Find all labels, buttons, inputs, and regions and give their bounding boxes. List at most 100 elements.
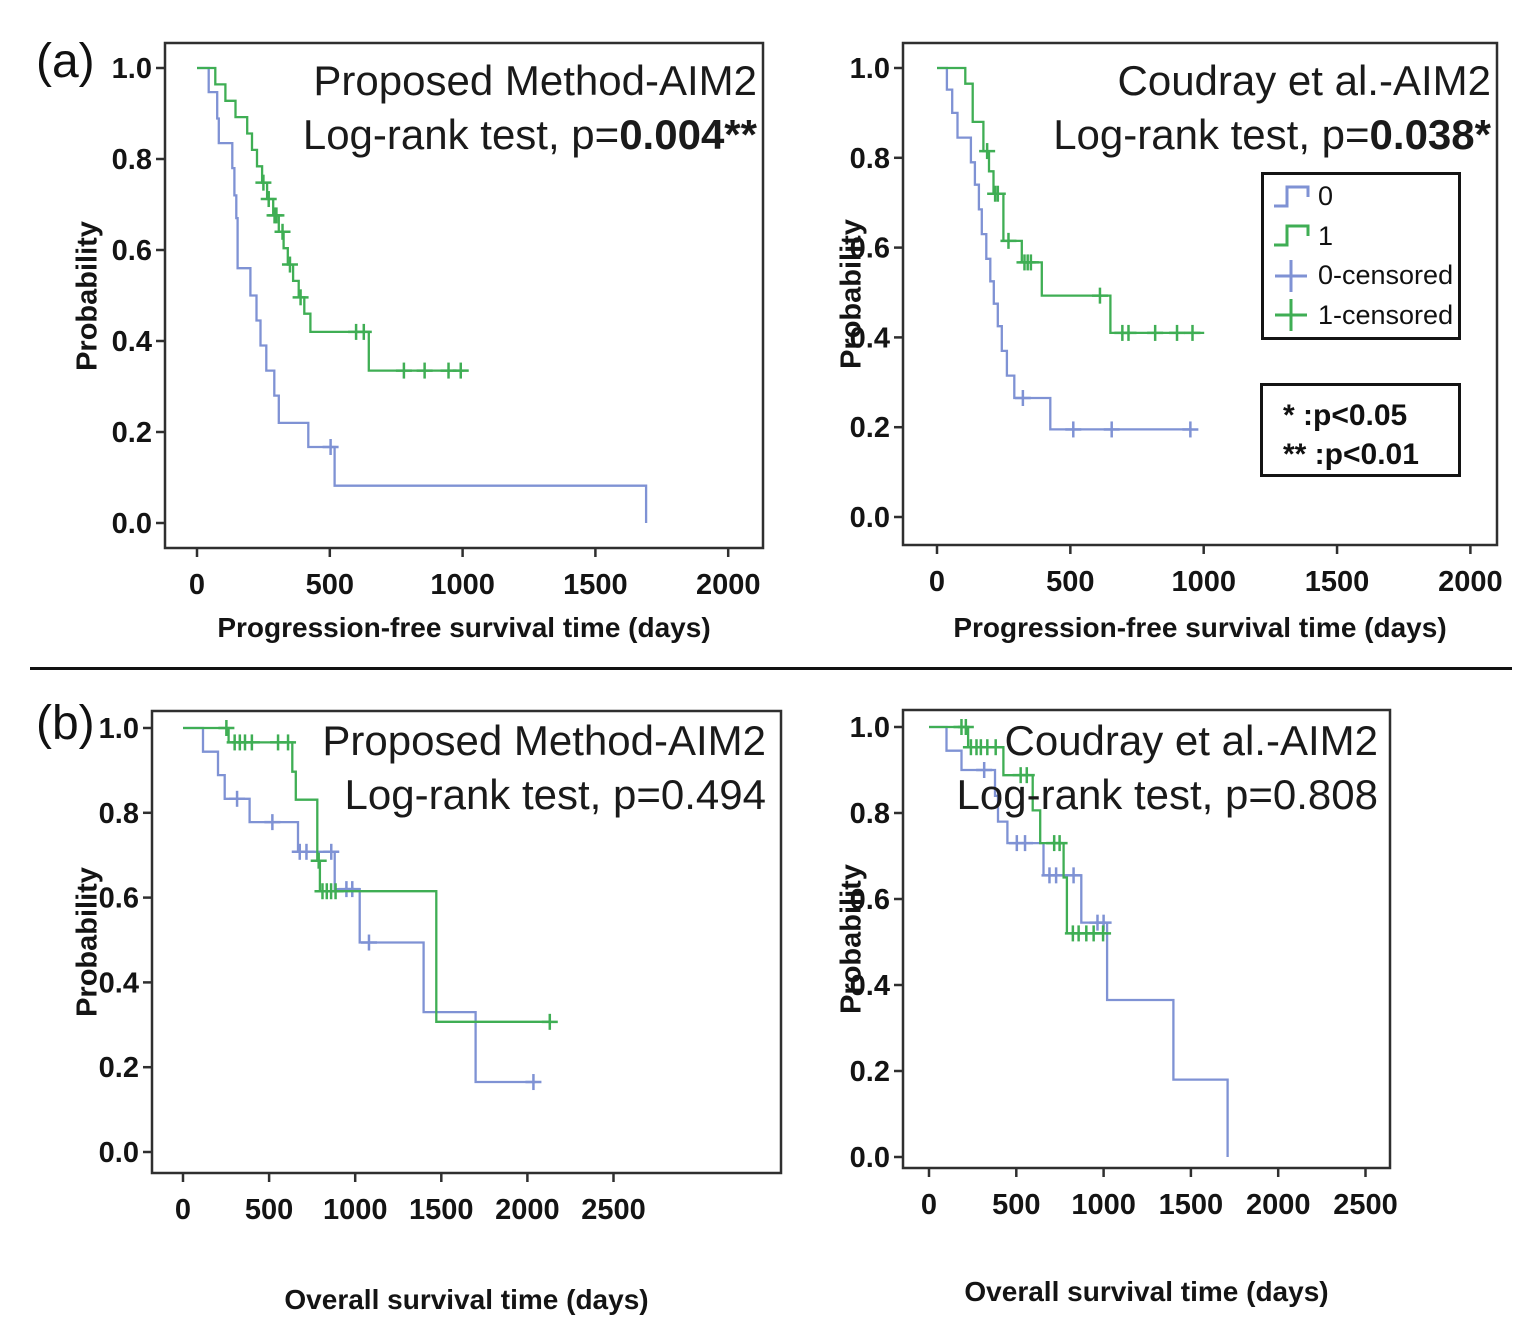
panel-title-line2: Log-rank test, p=0.494	[322, 768, 766, 822]
x-tick-label: 2000	[1246, 1189, 1311, 1221]
step-line-group0-icon	[1274, 185, 1310, 208]
x-tick-label: 0	[189, 569, 205, 601]
y-tick-label: 1.0	[850, 712, 890, 744]
y-tick-label: 0.0	[850, 502, 890, 534]
logrank-prefix: Log-rank test, p=	[956, 771, 1273, 818]
y-tick-label: 1.0	[112, 53, 152, 85]
y-tick-label: 0.8	[112, 144, 152, 176]
ylabel-os-coudray: Probability	[835, 864, 868, 1014]
plot-box	[901, 708, 1392, 1170]
x-tick-label: 0	[175, 1194, 191, 1226]
y-tick-label: 0.6	[112, 235, 152, 267]
xlabel-os-proposed: Overall survival time (days)	[284, 1284, 649, 1315]
panel-title-line2: Log-rank test, p=0.038*	[1053, 108, 1491, 162]
x-tick-label: 1000	[1071, 1189, 1136, 1221]
censor-marks-group1-os-proposed	[218, 720, 558, 1030]
panel-os-coudray: 1.0 0.8 0.6 0.4 0.2 0.0 0 500 1000 1500 2000 2500	[850, 708, 1398, 1221]
panel-title-line1: Coudray et al.-AIM2	[1117, 57, 1492, 104]
legend-item-label: 0-censored	[1318, 260, 1454, 291]
km-curve-group1-pfs-coudray	[937, 66, 1205, 335]
panel-title-line1: Proposed Method-AIM2	[322, 717, 766, 764]
significance-box: * :p<0.05 ** :p<0.01	[1260, 383, 1461, 477]
x-tick-label: 500	[992, 1189, 1040, 1221]
y-tick-label: 0.8	[99, 798, 139, 830]
y-tick-label: 0.2	[850, 1056, 890, 1088]
panel-pfs-coudray: 1.0 0.8 0.6 0.4 0.2 0.0 0 500 1000 1500 2000	[850, 41, 1503, 598]
legend-item-label: 1-censored	[1318, 299, 1454, 330]
panel-title-line2: Log-rank test, p=0.808	[957, 768, 1378, 822]
y-tick-label: 0.8	[850, 143, 890, 175]
km-curve-group1-pfs-proposed	[197, 66, 464, 372]
x-tick-label: 1500	[1159, 1189, 1224, 1221]
x-tick-label: 1000	[430, 569, 495, 601]
plot-box	[163, 41, 765, 550]
x-tick-label: 2000	[696, 569, 761, 601]
legend-item-label: 1	[1318, 220, 1334, 251]
logrank-prefix: Log-rank test, p=	[1053, 111, 1370, 158]
panel-b-letter: (b)	[36, 697, 95, 750]
censor-marks-group1-pfs-proposed	[255, 174, 469, 379]
censor-marks-group0-os-coudray	[976, 762, 1112, 931]
plot-box	[901, 41, 1499, 547]
logrank-value: 0.808	[1272, 771, 1378, 818]
ylabel-pfs-coudray: Probability	[835, 219, 868, 369]
y-tick-label: 0.2	[850, 412, 890, 444]
x-tick-label: 1500	[1305, 566, 1370, 598]
legend-item-group0-censored: 0-censored	[1272, 256, 1458, 296]
y-tick-label: 0.6	[850, 233, 890, 265]
y-tick-label: 0.4	[112, 326, 152, 358]
x-tick-label: 2500	[581, 1194, 646, 1226]
panel-title-line2: Log-rank test, p=0.004**	[303, 108, 757, 162]
x-tick-label: 500	[1046, 566, 1094, 598]
panel-title-pfs-coudray: Coudray et al.-AIM2 Log-rank test, p=0.0…	[1053, 54, 1491, 162]
y-tick-label: 1.0	[99, 713, 139, 745]
logrank-value: 0.494	[660, 771, 766, 818]
logrank-value: 0.004**	[619, 111, 757, 158]
x-tick-label: 1500	[563, 569, 628, 601]
legend-item-group1-censored: 1-censored	[1272, 296, 1458, 336]
logrank-prefix: Log-rank test, p=	[344, 771, 661, 818]
y-tick-label: 0.2	[112, 417, 152, 449]
xlabel-pfs-coudray: Progression-free survival time (days)	[953, 612, 1447, 643]
panel-a-letter: (a)	[36, 35, 95, 88]
x-tick-label: 0	[921, 1189, 937, 1221]
censor-marks-group0-pfs-proposed	[322, 439, 339, 456]
step-line-group1-icon	[1274, 224, 1310, 247]
ylabel-os-proposed: Probability	[71, 867, 104, 1017]
xlabel-os-coudray: Overall survival time (days)	[964, 1276, 1329, 1307]
legend: 0 1 0-censored 1-censored	[1261, 172, 1461, 340]
y-tick-label: 0.4	[850, 322, 890, 354]
legend-item-group0: 0	[1272, 177, 1458, 217]
legend-item-group1: 1	[1272, 217, 1458, 257]
panel-title-os-coudray: Coudray et al.-AIM2 Log-rank test, p=0.8…	[957, 714, 1378, 822]
x-tick-label: 1500	[409, 1194, 474, 1226]
censor-marks-group1-os-coudray	[953, 719, 1112, 942]
y-tick-label: 0.0	[112, 508, 152, 540]
logrank-value: 0.038*	[1369, 111, 1491, 158]
y-tick-label: 0.2	[99, 1052, 139, 1084]
censor-marks-group1-pfs-coudray	[979, 143, 1201, 341]
x-tick-label: 500	[306, 569, 354, 601]
km-curve-group0-pfs-coudray	[937, 66, 1192, 431]
censor-marks-group0-os-proposed	[229, 790, 542, 1091]
x-tick-label: 2000	[495, 1194, 560, 1226]
x-tick-label: 2500	[1333, 1189, 1398, 1221]
panel-title-line1: Coudray et al.-AIM2	[1004, 717, 1379, 764]
x-tick-label: 2000	[1438, 566, 1503, 598]
y-tick-label: 0.6	[850, 884, 890, 916]
km-curve-group0-os-coudray	[929, 725, 1229, 1157]
panel-title-line1: Proposed Method-AIM2	[313, 57, 757, 104]
y-tick-label: 0.6	[99, 883, 139, 915]
significance-line-1: * :p<0.05	[1283, 399, 1408, 432]
legend-item-label: 0	[1318, 181, 1334, 212]
x-tick-label: 500	[245, 1194, 293, 1226]
y-tick-label: 0.4	[850, 970, 890, 1002]
y-tick-label: 0.0	[99, 1137, 139, 1169]
y-tick-label: 0.0	[850, 1142, 890, 1174]
y-tick-label: 0.8	[850, 798, 890, 830]
km-curve-group0-pfs-proposed	[197, 66, 648, 523]
panel-title-pfs-proposed: Proposed Method-AIM2 Log-rank test, p=0.…	[303, 54, 757, 162]
censor-marks-group0-pfs-coudray	[1014, 390, 1199, 438]
